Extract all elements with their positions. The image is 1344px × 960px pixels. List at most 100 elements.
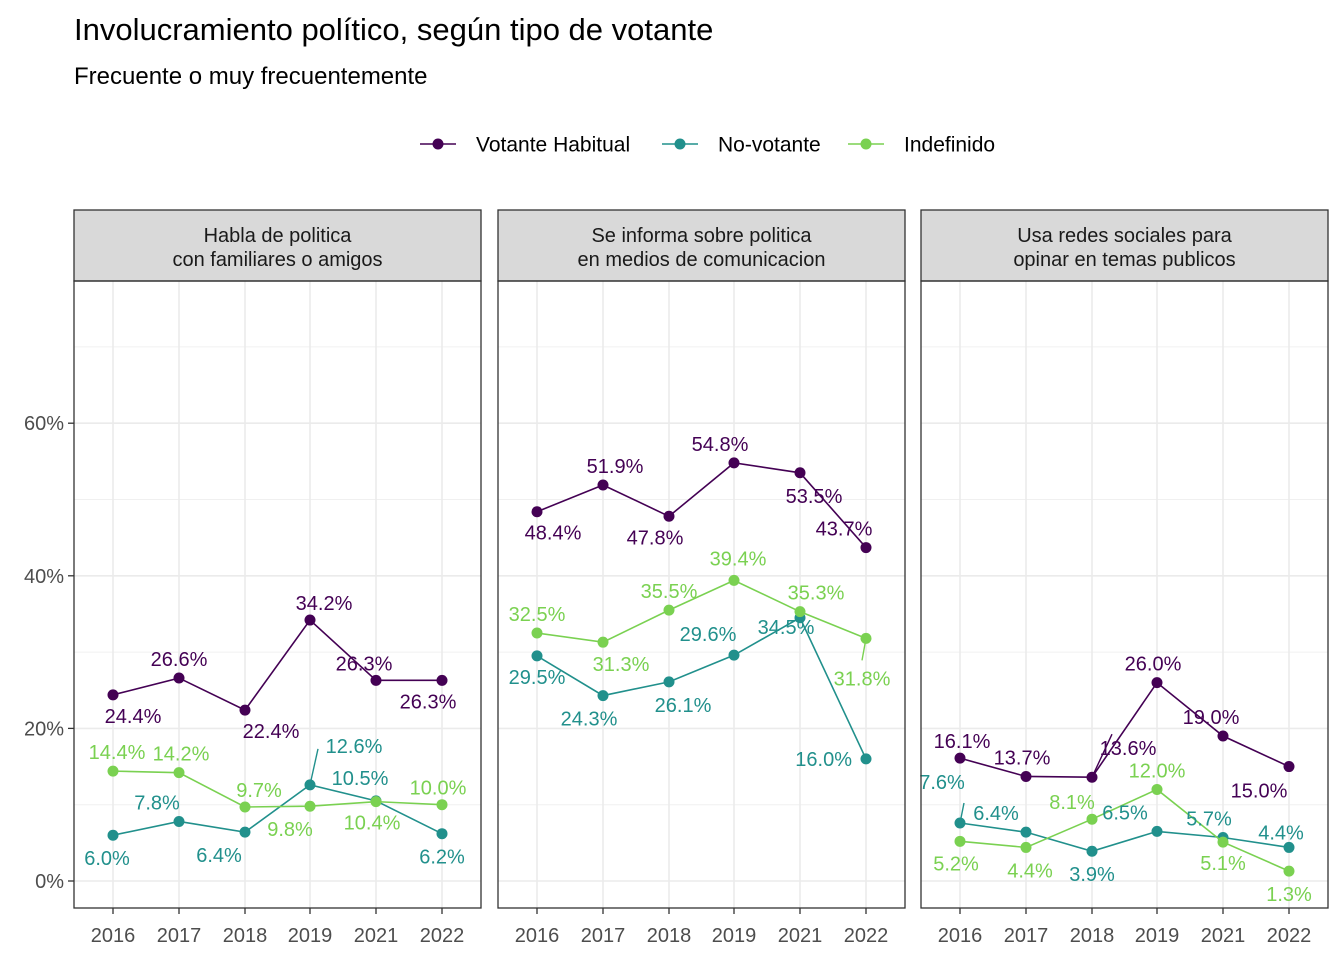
facet-strip [73, 209, 482, 282]
data-label: 4.4% [1007, 860, 1053, 882]
data-point [304, 614, 316, 626]
data-point [860, 542, 872, 554]
data-point [239, 826, 251, 838]
data-label: 19.0% [1183, 707, 1240, 729]
data-point [728, 457, 740, 469]
panel-border [497, 280, 906, 909]
data-label: 34.5% [758, 617, 815, 639]
series-no-votante [954, 817, 1295, 857]
series-line [536, 616, 867, 760]
facet-strip [497, 209, 906, 282]
series-line [112, 770, 443, 808]
data-label: 10.5% [332, 768, 389, 790]
legend-key-point [860, 138, 872, 150]
y-tick-label: 60% [24, 413, 64, 435]
data-point [1020, 841, 1032, 853]
x-tick-label: 2016 [515, 925, 560, 947]
data-point [304, 800, 316, 812]
panel-border [73, 280, 482, 909]
chart-title: Involucramiento político, según tipo de … [74, 12, 713, 47]
data-label: 12.0% [1129, 760, 1186, 782]
series-indefinido [107, 765, 448, 813]
y-tick-label: 20% [24, 718, 64, 740]
data-label: 29.5% [509, 667, 566, 689]
x-tick-label: 2017 [1004, 925, 1049, 947]
data-label: 26.3% [400, 691, 457, 713]
series-votante-habitual [531, 457, 872, 554]
legend: Votante Habitual No-votante Indefinido [420, 134, 995, 157]
data-label: 43.7% [816, 519, 873, 541]
data-point [728, 649, 740, 661]
data-point [794, 467, 806, 479]
panel-border [920, 280, 1329, 909]
data-point [1086, 813, 1098, 825]
data-point [1151, 677, 1163, 689]
facet-strip [920, 209, 1329, 282]
data-point [107, 689, 119, 701]
data-label: 16.1% [934, 731, 991, 753]
data-point [663, 510, 675, 522]
series-line [959, 822, 1290, 853]
data-label: 5.2% [933, 853, 979, 875]
data-point [954, 835, 966, 847]
data-point [436, 674, 448, 686]
data-point [107, 829, 119, 841]
legend-label: Votante Habitual [476, 134, 630, 157]
data-point [1020, 826, 1032, 838]
data-label: 22.4% [243, 721, 300, 743]
series-no-votante [531, 612, 872, 765]
data-point [597, 690, 609, 702]
series-indefinido [954, 783, 1295, 877]
data-point [728, 574, 740, 586]
data-label: 6.5% [1102, 802, 1148, 824]
data-point [531, 650, 543, 662]
data-label: 14.2% [153, 744, 210, 766]
data-label: 4.4% [1258, 822, 1304, 844]
data-label: 6.4% [196, 845, 242, 867]
legend-key-point [674, 138, 686, 150]
data-point [1086, 845, 1098, 857]
data-point [794, 606, 806, 618]
legend-item-indefinido: Indefinido [848, 134, 995, 157]
x-tick-label: 2021 [1201, 925, 1246, 947]
x-tick-label: 2021 [354, 925, 399, 947]
chart-subtitle: Frecuente o muy frecuentemente [74, 63, 428, 90]
data-label: 24.4% [105, 706, 162, 728]
data-label: 3.9% [1069, 864, 1115, 886]
data-label: 31.8% [834, 668, 891, 690]
x-tick-label: 2019 [712, 925, 757, 947]
y-tick-label: 40% [24, 566, 64, 588]
legend-item-no-votante: No-votante [662, 134, 821, 157]
data-label: 26.1% [655, 695, 712, 717]
data-point [1283, 841, 1295, 853]
data-label: 15.0% [1231, 781, 1288, 803]
data-point [597, 479, 609, 491]
x-tick-label: 2018 [1070, 925, 1115, 947]
data-label: 13.7% [994, 747, 1051, 769]
data-point [1020, 770, 1032, 782]
data-label: 8.1% [1049, 792, 1095, 814]
data-label: 7.8% [134, 792, 180, 814]
data-label: 6.4% [973, 803, 1019, 825]
data-point [370, 674, 382, 686]
series-line [112, 783, 443, 837]
data-point [663, 604, 675, 616]
data-point [531, 506, 543, 518]
y-tick-label: 0% [35, 871, 64, 893]
data-point [173, 815, 185, 827]
facet-strip-label-line2: con familiares o amigos [172, 249, 382, 271]
data-label: 48.4% [525, 523, 582, 545]
series-line [959, 681, 1290, 779]
data-label: 32.5% [509, 604, 566, 626]
data-point [663, 676, 675, 688]
data-point [436, 799, 448, 811]
facet-strip-label-line2: en medios de comunicacion [578, 249, 826, 271]
series-votante-habitual [107, 614, 448, 716]
legend-item-votante-habitual: Votante Habitual [420, 134, 630, 157]
data-label: 35.3% [788, 583, 845, 605]
data-point [107, 765, 119, 777]
